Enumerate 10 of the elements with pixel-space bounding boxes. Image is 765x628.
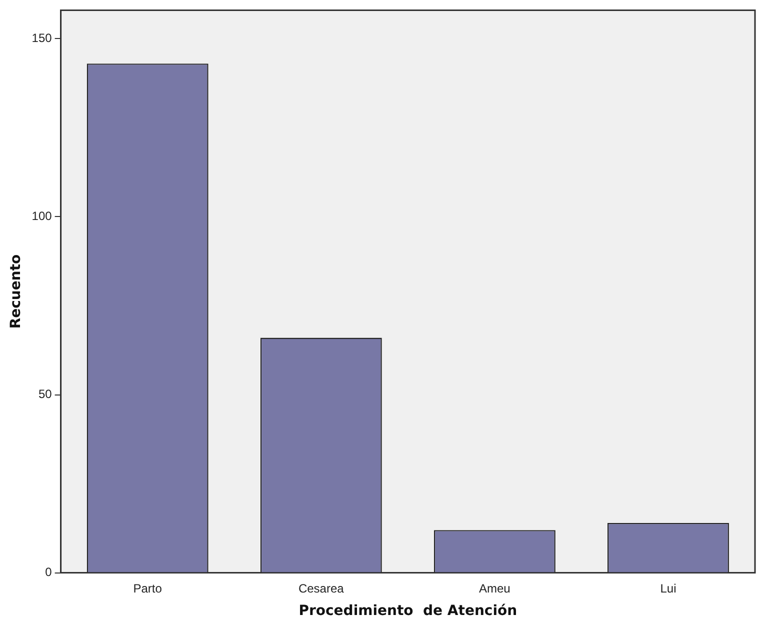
x-tick-label: Parto (133, 581, 162, 596)
x-axis-title: Procedimiento de Atención (298, 603, 518, 620)
y-axis-title: Recuento (8, 254, 24, 329)
x-tick-label: Ameu (479, 581, 510, 596)
y-tick-label: 100 (32, 209, 52, 224)
y-tick-label: 150 (32, 31, 52, 45)
y-tick-label: 50 (38, 387, 52, 402)
y-tick-label: 0 (45, 565, 52, 580)
x-tick-label: Cesarea (298, 581, 344, 596)
x-tick-label: Lui (660, 581, 676, 596)
